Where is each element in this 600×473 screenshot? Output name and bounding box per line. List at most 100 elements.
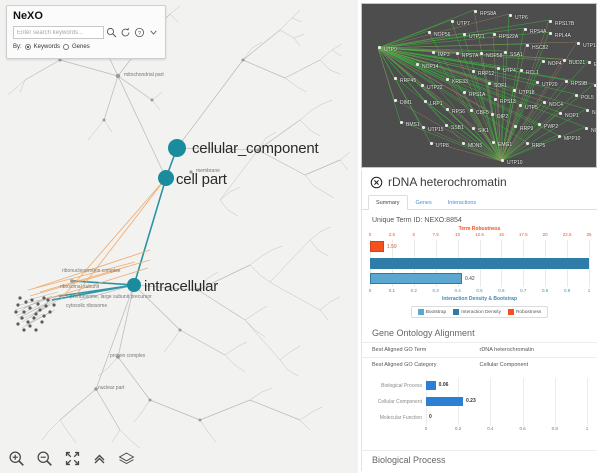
network-node[interactable]	[451, 20, 454, 23]
network-node[interactable]	[463, 91, 466, 94]
network-node[interactable]	[514, 125, 517, 128]
network-node[interactable]	[526, 142, 529, 145]
network-node[interactable]	[497, 67, 500, 70]
network-node[interactable]	[488, 82, 491, 85]
network-node[interactable]	[394, 99, 397, 102]
bar-value: 1.59	[386, 243, 397, 250]
network-node[interactable]	[422, 126, 425, 129]
tab-summary[interactable]: Summary	[368, 195, 408, 210]
network-node[interactable]	[577, 42, 580, 45]
network-node[interactable]	[524, 28, 527, 31]
network-node[interactable]	[400, 121, 403, 124]
chart-top-axis: 0 2.5 5 7.5 10 12.5 15 17.5 20 22.5 25	[369, 232, 592, 239]
network-node[interactable]	[543, 101, 546, 104]
network-node[interactable]	[509, 14, 512, 17]
network-node[interactable]	[445, 124, 448, 127]
network-node[interactable]	[588, 61, 591, 64]
network-node[interactable]	[421, 84, 424, 87]
network-node[interactable]	[565, 80, 568, 83]
search-panel[interactable]: NeXO ? By: Keywords Genes	[6, 5, 166, 59]
fit-screen-icon[interactable]	[64, 450, 81, 467]
network-node[interactable]	[536, 81, 539, 84]
search-row[interactable]: ?	[13, 26, 159, 39]
go-bar-label: Biological Process	[381, 383, 422, 389]
network-node[interactable]	[472, 70, 475, 73]
network-node[interactable]	[494, 98, 497, 101]
network-node[interactable]	[519, 104, 522, 107]
layers-icon[interactable]	[118, 451, 135, 466]
close-circle-icon[interactable]	[370, 176, 383, 189]
network-node[interactable]	[480, 52, 483, 55]
network-node[interactable]	[432, 51, 435, 54]
tab-interactions[interactable]: Interactions	[447, 200, 477, 206]
refresh-icon[interactable]	[120, 26, 132, 39]
search-input[interactable]	[13, 26, 105, 39]
network-node[interactable]	[492, 141, 495, 144]
legend-item-interaction-density: Interaction Density	[453, 309, 501, 315]
tree-toolbar[interactable]	[8, 450, 135, 467]
network-node[interactable]	[542, 60, 545, 63]
network-node[interactable]	[394, 77, 397, 80]
bar-fill	[370, 273, 462, 284]
network-node[interactable]	[416, 63, 419, 66]
tab-bar[interactable]: Summary Genes Interactions	[362, 194, 597, 210]
network-node[interactable]	[586, 109, 589, 112]
network-node[interactable]	[563, 59, 566, 62]
term-detail-panel[interactable]: rDNA heterochromatin Summary Genes Inter…	[361, 170, 597, 471]
search-by-row[interactable]: By: Keywords Genes	[13, 44, 159, 50]
tree-visualization-panel[interactable]: mitochondrial part membrane protein comp…	[0, 0, 358, 473]
network-node[interactable]	[472, 127, 475, 130]
network-node[interactable]	[428, 31, 431, 34]
zoom-out-icon[interactable]	[36, 450, 53, 467]
network-node[interactable]	[538, 123, 541, 126]
network-node[interactable]	[558, 135, 561, 138]
chevron-down-icon[interactable]	[147, 26, 159, 39]
gridline	[426, 410, 427, 426]
network-graph[interactable]	[362, 4, 597, 168]
axis-tick: 5	[412, 232, 416, 237]
network-node[interactable]	[594, 84, 596, 87]
network-node[interactable]	[446, 78, 449, 81]
gridline	[554, 378, 556, 394]
network-node[interactable]	[501, 159, 504, 162]
network-node[interactable]	[424, 100, 427, 103]
search-icon[interactable]	[106, 26, 118, 39]
help-icon[interactable]: ?	[134, 26, 146, 39]
network-node[interactable]	[549, 32, 552, 35]
network-node[interactable]	[549, 20, 552, 23]
axis-tick: 1	[587, 288, 591, 293]
network-node[interactable]	[585, 127, 588, 130]
network-node[interactable]	[526, 44, 529, 47]
tree-graph[interactable]	[0, 0, 358, 473]
chart-legend: Bootstrap Interaction Density Robustness	[410, 306, 549, 318]
network-node[interactable]	[446, 108, 449, 111]
tree-node-cellular-component[interactable]	[168, 139, 186, 157]
interaction-network-panel[interactable]: RPS8A UTP6 UTP7 RPS17B NOP56 UTP21 RPS22A RPS4A…	[361, 3, 597, 168]
network-node[interactable]	[491, 113, 494, 116]
network-node[interactable]	[456, 52, 459, 55]
network-node[interactable]	[513, 89, 516, 92]
radio-keywords[interactable]	[24, 44, 31, 50]
network-node[interactable]	[462, 142, 465, 145]
tree-node-intracellular[interactable]	[127, 278, 141, 292]
zoom-in-icon[interactable]	[8, 450, 25, 467]
network-node[interactable]	[493, 33, 496, 36]
network-node[interactable]	[575, 94, 578, 97]
network-node[interactable]	[463, 33, 466, 36]
network-node[interactable]	[474, 10, 477, 13]
network-node[interactable]	[430, 142, 433, 145]
network-node[interactable]	[470, 109, 473, 112]
go-bar-fill	[426, 381, 436, 390]
network-node[interactable]	[520, 69, 523, 72]
tree-node-cell-part[interactable]	[158, 170, 174, 186]
go-bar-fill	[426, 397, 464, 406]
network-node[interactable]	[378, 46, 381, 49]
go-row-category: Best Aligned GO Category Cellular Compon…	[362, 357, 597, 372]
radio-genes[interactable]	[63, 44, 70, 50]
bar-robustness: 1.59	[370, 241, 589, 252]
network-node[interactable]	[504, 51, 507, 54]
collapse-icon[interactable]	[92, 451, 107, 466]
gridline	[554, 394, 556, 410]
tab-genes[interactable]: Genes	[415, 200, 432, 206]
network-node[interactable]	[559, 112, 562, 115]
